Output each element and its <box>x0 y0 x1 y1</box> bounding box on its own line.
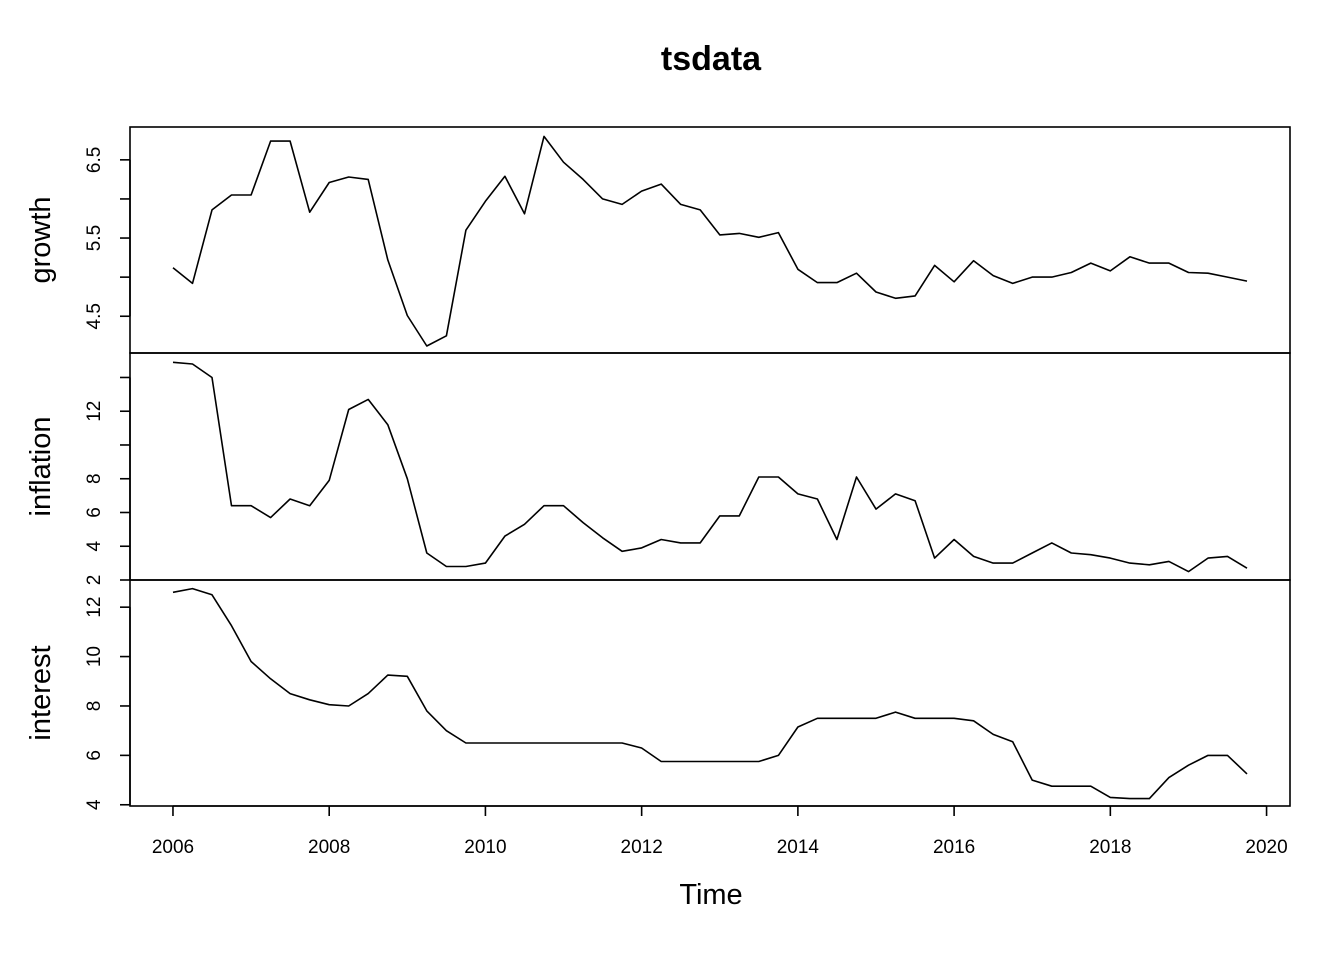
panel-inflation: 2 4 6 8 12 inflation <box>25 352 1291 586</box>
series-line-inflation <box>172 361 1248 573</box>
y-tick-label-interest: 12 <box>84 597 105 618</box>
series-line-interest <box>172 587 1248 800</box>
series-line-growth <box>172 135 1248 347</box>
y-tick-label-inflation: 8 <box>84 473 105 484</box>
x-axis-label: Time <box>679 879 742 911</box>
x-tick-label: 2018 <box>1089 837 1131 858</box>
y-tick-label-inflation: 12 <box>84 401 105 422</box>
y-tick-label-interest: 10 <box>84 646 105 667</box>
y-tick-label-interest: 4 <box>84 799 105 810</box>
y-tick-label-inflation: 6 <box>84 507 105 518</box>
y-tick-label-interest: 8 <box>84 701 105 712</box>
y-tick-label-inflation: 2 <box>84 575 105 586</box>
x-tick-label: 2008 <box>308 837 350 858</box>
x-axis: 2006 2008 2010 2012 2014 2016 2018 2020 <box>152 805 1288 858</box>
panel-label-interest: interest <box>25 645 57 740</box>
y-tick-label-interest: 6 <box>84 750 105 761</box>
panel-frame-inflation <box>129 352 1291 581</box>
chart-panels: 4.5 5.5 6.5 growth 2 4 6 8 12 inflation 4 6 8 10 12 int… <box>25 126 1291 810</box>
panel-interest: 4 6 8 10 12 interest <box>25 579 1291 810</box>
panel-growth: 4.5 5.5 6.5 growth <box>25 126 1291 354</box>
y-tick-label-growth: 6.5 <box>84 147 105 173</box>
y-tick-label-growth: 5.5 <box>84 225 105 251</box>
x-tick-label: 2016 <box>933 837 975 858</box>
x-tick-label: 2012 <box>621 837 663 858</box>
y-tick-label-growth: 4.5 <box>84 303 105 329</box>
panel-label-inflation: inflation <box>25 417 57 517</box>
x-tick-label: 2020 <box>1245 837 1287 858</box>
panel-frame-growth <box>129 126 1291 354</box>
chart-title: tsdata <box>661 40 762 78</box>
x-tick-label: 2010 <box>464 837 506 858</box>
x-tick-label: 2014 <box>777 837 820 858</box>
panel-frame-interest <box>129 579 1291 807</box>
x-tick-label: 2006 <box>152 837 194 858</box>
panel-label-growth: growth <box>25 196 57 283</box>
y-tick-label-inflation: 4 <box>84 541 105 552</box>
